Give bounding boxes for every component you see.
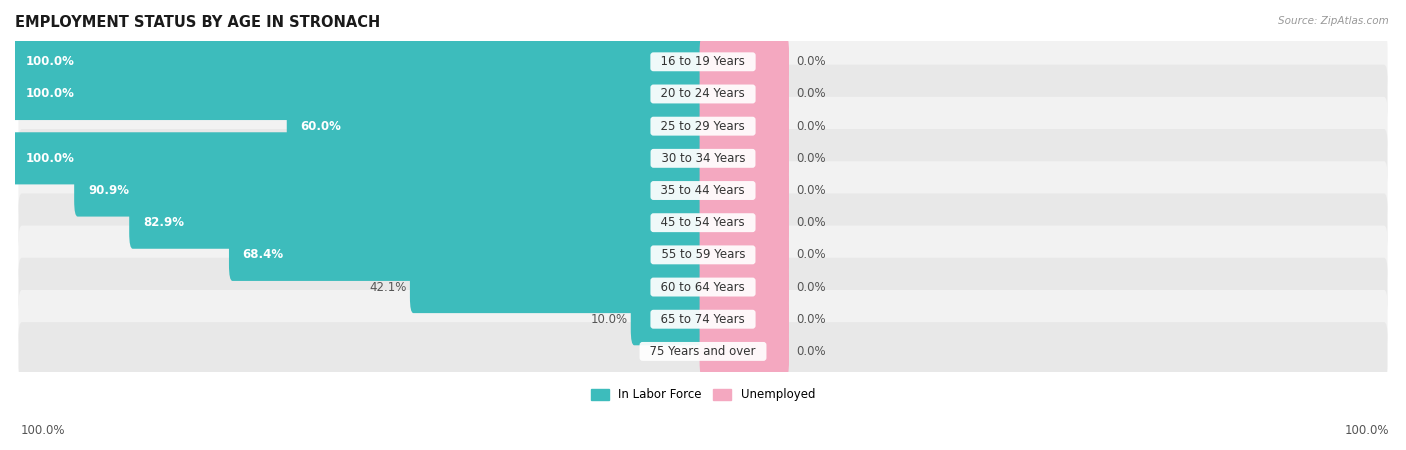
Text: 10.0%: 10.0% (591, 313, 627, 326)
Text: 0.0%: 0.0% (796, 152, 825, 165)
Text: 0.0%: 0.0% (796, 280, 825, 293)
FancyBboxPatch shape (18, 161, 1388, 220)
Text: 30 to 34 Years: 30 to 34 Years (654, 152, 752, 165)
Text: 25 to 29 Years: 25 to 29 Years (654, 120, 752, 133)
FancyBboxPatch shape (700, 100, 789, 152)
Text: 60.0%: 60.0% (301, 120, 342, 133)
Text: 0.0%: 0.0% (796, 313, 825, 326)
FancyBboxPatch shape (700, 132, 789, 184)
Text: 100.0%: 100.0% (21, 423, 66, 436)
FancyBboxPatch shape (18, 129, 1388, 188)
Text: 0.0%: 0.0% (796, 248, 825, 261)
FancyBboxPatch shape (18, 322, 1388, 381)
FancyBboxPatch shape (129, 197, 706, 249)
FancyBboxPatch shape (700, 197, 789, 249)
FancyBboxPatch shape (18, 32, 1388, 91)
FancyBboxPatch shape (229, 229, 706, 281)
Text: 0.0%: 0.0% (796, 345, 825, 358)
Text: 82.9%: 82.9% (143, 216, 184, 229)
FancyBboxPatch shape (700, 261, 789, 313)
Text: 45 to 54 Years: 45 to 54 Years (654, 216, 752, 229)
Text: 100.0%: 100.0% (25, 55, 75, 68)
FancyBboxPatch shape (700, 325, 789, 378)
FancyBboxPatch shape (11, 132, 706, 184)
FancyBboxPatch shape (75, 164, 706, 216)
Text: 75 Years and over: 75 Years and over (643, 345, 763, 358)
Text: 100.0%: 100.0% (1344, 423, 1389, 436)
FancyBboxPatch shape (18, 97, 1388, 155)
FancyBboxPatch shape (287, 100, 706, 152)
Text: 60 to 64 Years: 60 to 64 Years (654, 280, 752, 293)
Text: EMPLOYMENT STATUS BY AGE IN STRONACH: EMPLOYMENT STATUS BY AGE IN STRONACH (15, 15, 380, 30)
FancyBboxPatch shape (700, 36, 789, 88)
Text: 42.1%: 42.1% (370, 280, 406, 293)
FancyBboxPatch shape (18, 258, 1388, 316)
Text: 20 to 24 Years: 20 to 24 Years (654, 87, 752, 100)
FancyBboxPatch shape (18, 194, 1388, 252)
FancyBboxPatch shape (700, 229, 789, 281)
Text: 65 to 74 Years: 65 to 74 Years (654, 313, 752, 326)
Text: 100.0%: 100.0% (25, 152, 75, 165)
FancyBboxPatch shape (700, 293, 789, 345)
Legend: In Labor Force, Unemployed: In Labor Force, Unemployed (586, 384, 820, 406)
Text: 68.4%: 68.4% (243, 248, 284, 261)
Text: 0.0%: 0.0% (796, 120, 825, 133)
Text: 35 to 44 Years: 35 to 44 Years (654, 184, 752, 197)
Text: 55 to 59 Years: 55 to 59 Years (654, 248, 752, 261)
FancyBboxPatch shape (18, 65, 1388, 123)
FancyBboxPatch shape (700, 164, 789, 216)
FancyBboxPatch shape (11, 36, 706, 88)
FancyBboxPatch shape (631, 293, 706, 345)
FancyBboxPatch shape (18, 225, 1388, 284)
Text: 100.0%: 100.0% (25, 87, 75, 100)
FancyBboxPatch shape (411, 261, 706, 313)
Text: Source: ZipAtlas.com: Source: ZipAtlas.com (1278, 16, 1389, 26)
Text: 0.0%: 0.0% (796, 216, 825, 229)
Text: 16 to 19 Years: 16 to 19 Years (654, 55, 752, 68)
Text: 90.9%: 90.9% (89, 184, 129, 197)
Text: 0.0%: 0.0% (796, 87, 825, 100)
Text: 0.0%: 0.0% (796, 55, 825, 68)
FancyBboxPatch shape (700, 68, 789, 120)
Text: 0.0%: 0.0% (796, 184, 825, 197)
FancyBboxPatch shape (18, 290, 1388, 348)
FancyBboxPatch shape (11, 68, 706, 120)
